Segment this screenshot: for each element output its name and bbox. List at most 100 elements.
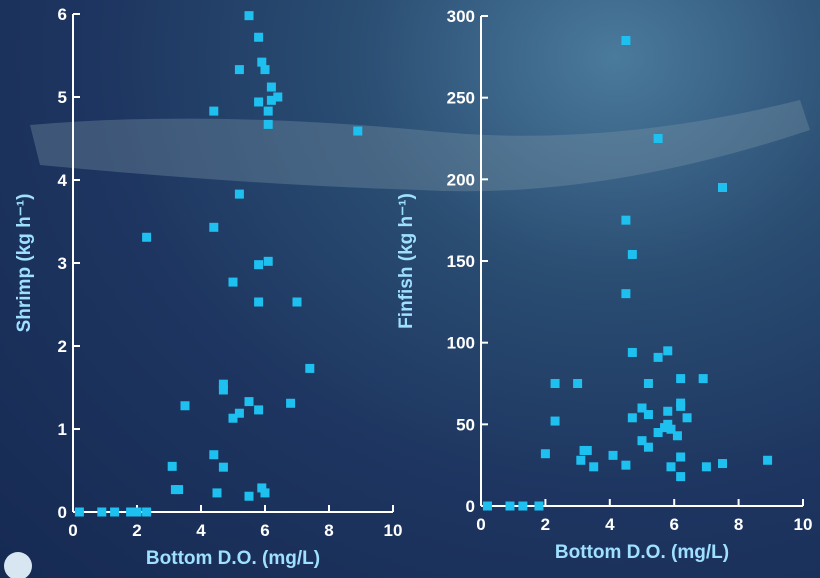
point bbox=[551, 417, 560, 426]
point bbox=[209, 223, 218, 232]
point bbox=[235, 65, 244, 74]
point bbox=[583, 446, 592, 455]
point bbox=[573, 379, 582, 388]
point bbox=[676, 374, 685, 383]
point bbox=[293, 298, 302, 307]
point bbox=[267, 96, 276, 105]
point bbox=[235, 190, 244, 199]
point bbox=[621, 289, 630, 298]
x-tick-label: 0 bbox=[68, 521, 77, 540]
y-tick-label: 1 bbox=[58, 420, 67, 439]
point bbox=[209, 450, 218, 459]
point bbox=[676, 402, 685, 411]
y-tick-label: 3 bbox=[58, 254, 67, 273]
point bbox=[718, 459, 727, 468]
slide: 0 1 2 3 4 5 6 0 2 4 6 8 10 Bottom D.O. (mg/L) Shrimp (… bbox=[0, 0, 820, 578]
charts: 0 1 2 3 4 5 6 0 2 4 6 8 10 Bottom D.O. (mg/L) Shrimp (… bbox=[0, 0, 820, 578]
point bbox=[264, 107, 273, 116]
x-axis-label: Bottom D.O. (mg/L) bbox=[146, 548, 320, 569]
point bbox=[209, 107, 218, 116]
point bbox=[213, 488, 222, 497]
point bbox=[353, 127, 362, 136]
point bbox=[621, 216, 630, 225]
point bbox=[702, 462, 711, 471]
point bbox=[676, 453, 685, 462]
point bbox=[621, 461, 630, 470]
point bbox=[264, 257, 273, 266]
x-tick-label: 4 bbox=[605, 515, 615, 534]
point bbox=[663, 407, 672, 416]
y-tick-label: 200 bbox=[447, 170, 475, 189]
x-tick-label: 0 bbox=[476, 515, 485, 534]
point bbox=[654, 134, 663, 143]
x-tick-label: 2 bbox=[541, 515, 550, 534]
point bbox=[663, 346, 672, 355]
point bbox=[142, 508, 151, 517]
point bbox=[254, 33, 263, 42]
y-tick-label: 300 bbox=[447, 7, 475, 26]
logo bbox=[4, 552, 32, 578]
x-tick-label: 6 bbox=[669, 515, 678, 534]
y-tick-label: 150 bbox=[447, 252, 475, 271]
point bbox=[654, 428, 663, 437]
x-tick-label: 4 bbox=[196, 521, 206, 540]
point bbox=[621, 36, 630, 45]
point bbox=[245, 397, 254, 406]
y-axis-label: Shrimp (kg h⁻¹) bbox=[14, 194, 35, 333]
point bbox=[683, 413, 692, 422]
point bbox=[541, 449, 550, 458]
background-shape bbox=[30, 100, 810, 191]
x-tick-label: 6 bbox=[260, 521, 269, 540]
point bbox=[286, 399, 295, 408]
y-tick-label: 0 bbox=[466, 497, 475, 516]
point bbox=[305, 364, 314, 373]
y-tick-label: 250 bbox=[447, 89, 475, 108]
point bbox=[644, 379, 653, 388]
point bbox=[666, 462, 675, 471]
x-tick-label: 8 bbox=[324, 521, 333, 540]
y-tick-label: 100 bbox=[447, 334, 475, 353]
point bbox=[654, 353, 663, 362]
point bbox=[628, 413, 637, 422]
point bbox=[644, 443, 653, 452]
point bbox=[505, 502, 514, 511]
point bbox=[254, 405, 263, 414]
point bbox=[142, 233, 151, 242]
y-axis-label: Finfish (kg h⁻¹) bbox=[396, 193, 417, 329]
point bbox=[168, 462, 177, 471]
point bbox=[110, 508, 119, 517]
x-axis-label: Bottom D.O. (mg/L) bbox=[555, 542, 729, 563]
point bbox=[171, 485, 180, 494]
y-tick-label: 50 bbox=[456, 415, 475, 434]
point bbox=[699, 374, 708, 383]
point bbox=[245, 492, 254, 501]
point bbox=[267, 83, 276, 92]
y-tick-label: 5 bbox=[58, 88, 67, 107]
point bbox=[261, 488, 270, 497]
point bbox=[589, 462, 598, 471]
point bbox=[229, 414, 238, 423]
point bbox=[518, 502, 527, 511]
point bbox=[97, 508, 106, 517]
x-tick-label: 8 bbox=[734, 515, 743, 534]
point bbox=[254, 260, 263, 269]
point bbox=[483, 502, 492, 511]
point bbox=[261, 65, 270, 74]
point bbox=[254, 298, 263, 307]
point bbox=[219, 385, 228, 394]
point bbox=[718, 183, 727, 192]
point bbox=[245, 11, 254, 20]
y-tick-label: 2 bbox=[58, 337, 67, 356]
x-tick-label: 2 bbox=[132, 521, 141, 540]
x-tick-label: 10 bbox=[794, 515, 813, 534]
y-tick-label: 4 bbox=[58, 171, 68, 190]
x-tick-label: 10 bbox=[384, 521, 403, 540]
point bbox=[628, 348, 637, 357]
point bbox=[763, 456, 772, 465]
point bbox=[628, 250, 637, 259]
point bbox=[264, 120, 273, 129]
point bbox=[75, 508, 84, 517]
point bbox=[676, 472, 685, 481]
point bbox=[133, 508, 142, 517]
point bbox=[219, 463, 228, 472]
